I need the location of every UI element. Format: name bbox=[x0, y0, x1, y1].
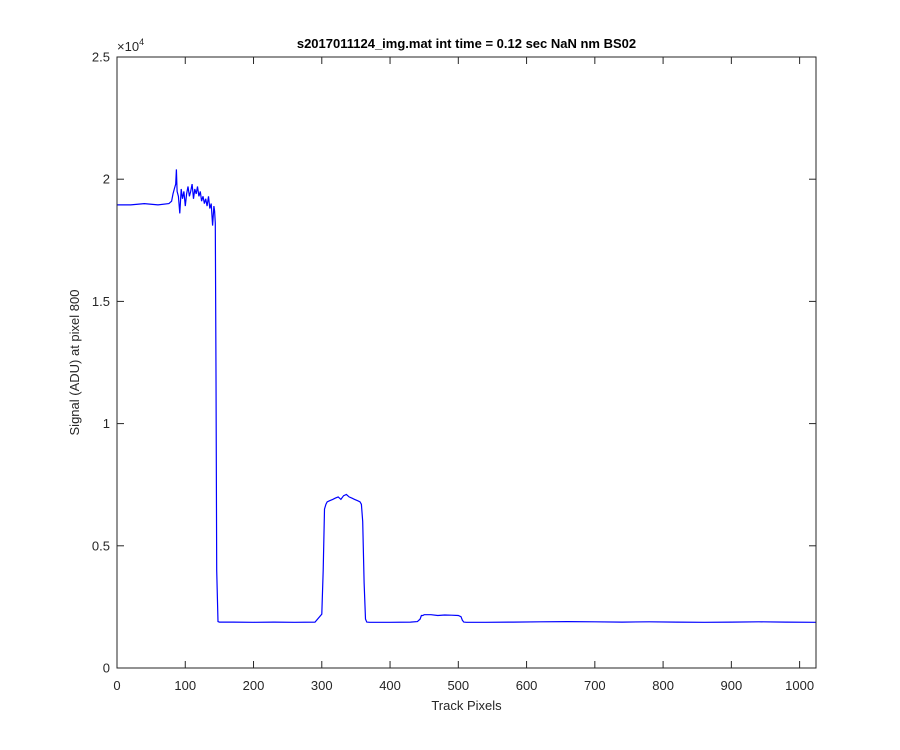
x-tick-label: 300 bbox=[311, 678, 333, 693]
y-tick-label: 2 bbox=[103, 172, 110, 187]
x-tick-label: 100 bbox=[174, 678, 196, 693]
x-tick-label: 800 bbox=[652, 678, 674, 693]
plot-area bbox=[117, 57, 816, 668]
x-axis-label: Track Pixels bbox=[431, 698, 502, 713]
x-tick-label: 600 bbox=[516, 678, 538, 693]
y-tick-label: 0.5 bbox=[92, 538, 110, 553]
y-exponent-base: ×10 bbox=[117, 39, 139, 54]
y-tick-label: 0 bbox=[103, 661, 110, 676]
plot-frame bbox=[116, 56, 817, 669]
chart-title: s2017011124_img.mat int time = 0.12 sec … bbox=[297, 36, 636, 51]
y-tick-label: 2.5 bbox=[92, 50, 110, 65]
x-tick-label: 500 bbox=[447, 678, 469, 693]
x-tick-label: 1000 bbox=[785, 678, 814, 693]
x-tick-label: 900 bbox=[721, 678, 743, 693]
series-line-0 bbox=[117, 169, 817, 623]
y-exponent-power: 4 bbox=[139, 37, 144, 47]
y-axis-label: Signal (ADU) at pixel 800 bbox=[67, 290, 82, 436]
y-exponent-label: ×104 bbox=[117, 37, 144, 54]
x-tick-label: 700 bbox=[584, 678, 606, 693]
x-tick-label: 0 bbox=[113, 678, 120, 693]
y-tick-label: 1.5 bbox=[92, 294, 110, 309]
x-tick-label: 200 bbox=[243, 678, 265, 693]
y-tick-label: 1 bbox=[103, 416, 110, 431]
x-tick-label: 400 bbox=[379, 678, 401, 693]
